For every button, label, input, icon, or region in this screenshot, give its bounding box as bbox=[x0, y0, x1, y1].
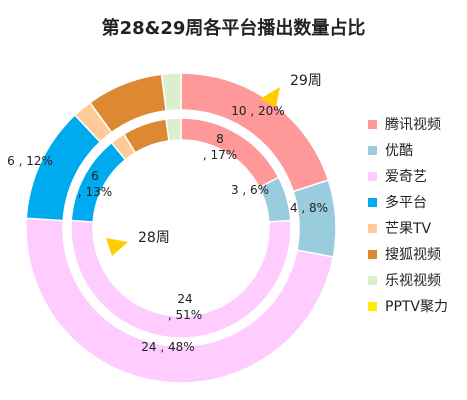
legend-label-1: 优酷 bbox=[385, 143, 413, 159]
legend-item-3: 多平台 bbox=[368, 189, 448, 215]
series-pointer-0 bbox=[106, 238, 128, 256]
slice-1-2 bbox=[25, 217, 335, 384]
legend-item-5: 搜狐视频 bbox=[368, 241, 448, 267]
slice-1-6 bbox=[160, 72, 182, 112]
legend-swatch-0 bbox=[368, 119, 377, 129]
data-label-0-3: 6, 13% bbox=[78, 169, 112, 199]
slice-1-1 bbox=[292, 179, 337, 258]
legend-label-0: 腾讯视频 bbox=[385, 117, 441, 133]
legend-label-5: 搜狐视频 bbox=[385, 247, 441, 263]
data-label-1-1: 4 , 8% bbox=[290, 201, 328, 215]
series-label-1: 29周 bbox=[290, 73, 322, 89]
data-label-0-0: 8, 17% bbox=[203, 132, 237, 162]
legend-item-7: PPTV聚力 bbox=[368, 293, 448, 319]
legend-label-3: 多平台 bbox=[385, 195, 427, 211]
legend-swatch-7 bbox=[368, 301, 377, 311]
legend-item-2: 爱奇艺 bbox=[368, 163, 448, 189]
data-label-0-1: 3 , 6% bbox=[231, 183, 269, 197]
legend-label-4: 芒果TV bbox=[385, 221, 432, 237]
chart-title: 第28&29周各平台播出数量占比 bbox=[101, 18, 366, 39]
data-label-1-0: 10 , 20% bbox=[231, 104, 284, 118]
legend-label-7: PPTV聚力 bbox=[385, 299, 449, 315]
legend-swatch-1 bbox=[368, 145, 377, 155]
legend-swatch-3 bbox=[368, 197, 377, 207]
legend-swatch-4 bbox=[368, 223, 377, 233]
data-label-1-3: 6 , 12% bbox=[7, 154, 53, 168]
series-label-0: 28周 bbox=[138, 230, 170, 246]
legend-item-1: 优酷 bbox=[368, 137, 448, 163]
slice-0-2 bbox=[70, 219, 292, 339]
slice-0-6 bbox=[165, 117, 182, 142]
legend-label-2: 爱奇艺 bbox=[385, 169, 427, 185]
data-label-1-2: 24 , 48% bbox=[141, 340, 194, 354]
data-label-0-2: 24, 51% bbox=[168, 292, 202, 322]
series-pointer-1 bbox=[260, 87, 280, 107]
legend-swatch-5 bbox=[368, 249, 377, 259]
legend-label-6: 乐视视频 bbox=[385, 273, 441, 289]
legend-swatch-2 bbox=[368, 171, 377, 181]
legend: 腾讯视频优酷爱奇艺多平台芒果TV 搜狐视频乐视视频 PPTV聚力 bbox=[368, 111, 448, 319]
legend-item-0: 腾讯视频 bbox=[368, 111, 448, 137]
legend-item-6: 乐视视频 bbox=[368, 267, 448, 293]
legend-swatch-6 bbox=[368, 275, 377, 285]
legend-item-4: 芒果TV bbox=[368, 215, 448, 241]
